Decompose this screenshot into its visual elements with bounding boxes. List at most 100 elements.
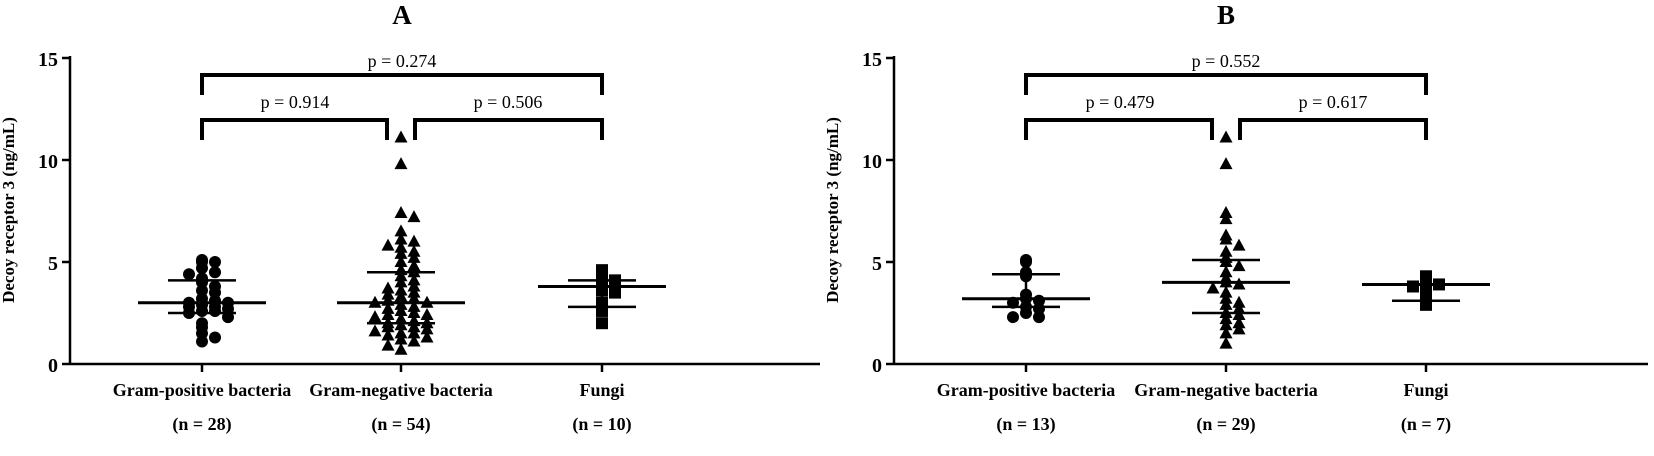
panel-a-point-square [596, 317, 608, 330]
panel-b-point-triangle [1219, 244, 1233, 257]
panel-a-significance-bracket [200, 118, 389, 140]
panel-a-point-triangle [368, 324, 382, 337]
panel-a: A Decoy receptor 3 (ng/mL) 0 5 10 15 Gra… [0, 0, 820, 435]
panel-a-point-triangle [368, 310, 382, 323]
panel-a-point-triangle [381, 287, 395, 300]
panel-b-point-triangle [1219, 232, 1233, 245]
panel-a-point-triangle [394, 240, 408, 253]
panel-a-pvalue-gp-vs-gn: p = 0.914 [261, 92, 330, 112]
panel-a-point-triangle [407, 250, 421, 263]
panel-a-point-circle [183, 268, 195, 281]
panel-b-ytick-0: 0 [872, 355, 882, 377]
panel-a-point-triangle [394, 232, 408, 245]
panel-a-significance-bracket [200, 73, 604, 95]
panel-a-point-triangle [394, 342, 408, 355]
panel-b-point-circle [1007, 311, 1019, 324]
panel-a-point-triangle [407, 259, 421, 272]
panel-a-point-triangle [394, 255, 408, 267]
panel-b-pvalue-gp-vs-fungi: p = 0.552 [1192, 51, 1261, 71]
panel-b-n-fungi: (n = 7) [1401, 414, 1451, 435]
panel-b-point-triangle [1219, 212, 1233, 225]
panel-b-point-triangle [1232, 316, 1246, 329]
panel-a-ytick-5: 5 [48, 253, 58, 275]
panel-b-category-gram-positive: Gram-positive bacteria [937, 380, 1115, 400]
panel-b-point-circle [1020, 256, 1032, 268]
panel-b-pvalue-gn-vs-fungi: p = 0.617 [1299, 92, 1368, 112]
panel-a-significance-bracket [413, 118, 604, 140]
panel-a-point-triangle [407, 279, 421, 292]
panel-a-point-triangle [407, 210, 421, 223]
panel-a-point-triangle [394, 246, 408, 259]
panel-a-point-triangle [394, 224, 408, 237]
panel-a-point-circle [209, 331, 221, 344]
panel-a-point-triangle [394, 157, 408, 170]
panel-a-point-triangle [407, 273, 421, 286]
panel-b-point-triangle [1232, 301, 1246, 314]
panel-b-point-circle [1020, 307, 1032, 319]
panel-a-point-triangle [407, 334, 421, 347]
panel-b-point-triangle [1232, 238, 1246, 251]
panel-a-point-triangle [381, 238, 395, 251]
panel-a-point-triangle [407, 299, 421, 312]
panel-b-category-fungi: Fungi [1403, 380, 1448, 400]
panel-b-point-triangle [1219, 336, 1233, 349]
panel-a-point-triangle [394, 326, 408, 339]
panel-a-pvalue-gn-vs-fungi: p = 0.506 [474, 92, 543, 112]
panel-a-point-triangle [381, 328, 395, 341]
panel-a-point-circle [209, 266, 221, 279]
panel-a-point-triangle [394, 206, 408, 219]
panel-a-point-triangle [407, 285, 421, 298]
panel-a-ytick-0: 0 [48, 355, 58, 377]
panel-a-point-triangle [381, 301, 395, 314]
panel-a-label: A [392, 0, 412, 30]
panel-a-point-circle [209, 304, 221, 317]
panel-b-point-triangle [1219, 318, 1233, 331]
panel-a-ytick-15: 15 [38, 49, 58, 71]
panel-b-significance-bracket [1024, 118, 1214, 140]
panel-b-label: B [1217, 0, 1235, 30]
panel-a-point-triangle [394, 332, 408, 345]
panel-b-point-triangle [1232, 322, 1246, 335]
panel-b-point-triangle [1219, 157, 1233, 170]
panel-a-point-circle [196, 335, 208, 348]
panel-b-y-axis-label: Decoy receptor 3 (ng/mL) [823, 117, 842, 303]
panel-a-ytick-10: 10 [38, 151, 58, 173]
panel-a-point-triangle [420, 308, 434, 321]
panel-b-point-triangle [1206, 281, 1220, 294]
panel-a-pvalue-gp-vs-fungi: p = 0.274 [368, 51, 437, 71]
panel-a-point-triangle [420, 330, 434, 343]
panel-a-category-gram-negative: Gram-negative bacteria [309, 380, 492, 400]
panel-b-pvalue-gp-vs-gn: p = 0.479 [1086, 92, 1155, 112]
panel-b-significance-bracket [1024, 73, 1428, 95]
panel-a-point-triangle [381, 320, 395, 333]
panel-a-point-triangle [407, 291, 421, 304]
panel-a-category-gram-positive: Gram-positive bacteria [113, 380, 291, 400]
panel-b-point-triangle [1219, 206, 1233, 219]
panel-a-category-fungi: Fungi [579, 380, 624, 400]
panel-a-point-circle [196, 262, 208, 275]
panel-b-point-triangle [1219, 130, 1233, 143]
panel-a-point-triangle [407, 306, 421, 318]
panel-a-point-triangle [381, 281, 395, 294]
panel-a-n-fungi: (n = 10) [572, 414, 631, 435]
panel-b: B Decoy receptor 3 (ng/mL) 0 5 10 15 Gra… [823, 0, 1648, 435]
panel-b-point-circle [1033, 311, 1045, 324]
panel-b-n-gram-negative: (n = 29) [1196, 414, 1255, 435]
panel-a-point-square [609, 286, 621, 299]
panel-b-ytick-10: 10 [862, 151, 882, 173]
panel-b-point-triangle [1219, 326, 1233, 339]
panel-b-ytick-15: 15 [862, 49, 882, 71]
panel-a-point-circle [209, 256, 221, 268]
panel-b-point-triangle [1219, 312, 1233, 325]
panel-b-category-gram-negative: Gram-negative bacteria [1134, 380, 1317, 400]
panel-a-point-triangle [420, 322, 434, 335]
panel-a-point-triangle [381, 338, 395, 351]
panel-b-n-gram-positive: (n = 13) [996, 414, 1055, 435]
panel-a-n-gram-positive: (n = 28) [172, 414, 231, 435]
panel-b-point-square [1407, 280, 1419, 293]
panel-a-point-triangle [407, 320, 421, 333]
panel-a-n-gram-negative: (n = 54) [371, 414, 430, 435]
panel-b-point-triangle [1232, 295, 1246, 308]
panel-a-point-triangle [394, 130, 408, 143]
panel-b-ytick-5: 5 [872, 253, 882, 275]
